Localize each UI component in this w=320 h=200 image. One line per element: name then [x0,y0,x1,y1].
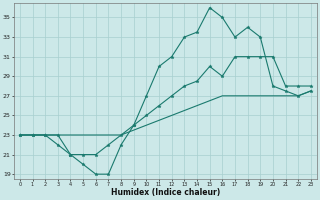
X-axis label: Humidex (Indice chaleur): Humidex (Indice chaleur) [111,188,220,197]
